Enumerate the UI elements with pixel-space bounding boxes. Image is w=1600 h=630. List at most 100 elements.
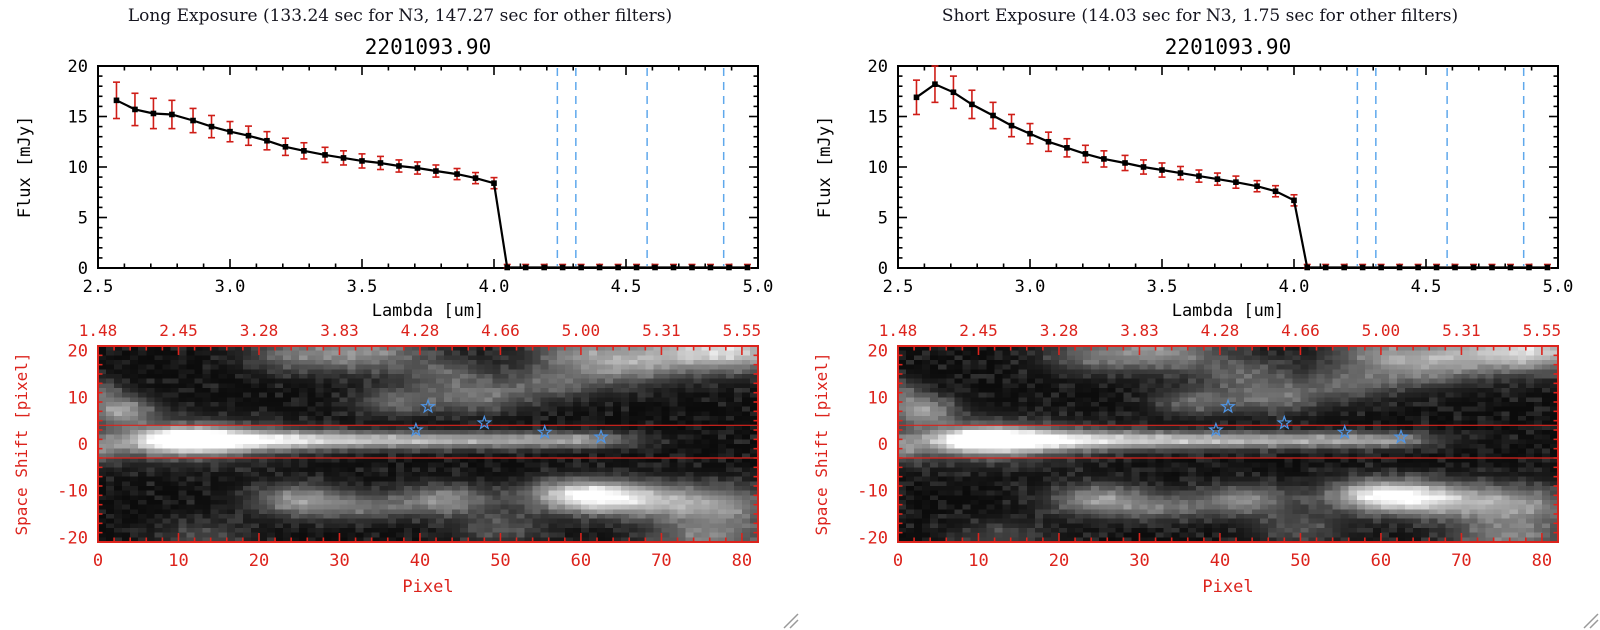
contaminant-star-marker <box>1207 421 1224 437</box>
svg-text:10: 10 <box>968 551 988 571</box>
svg-text:2.45: 2.45 <box>959 321 998 340</box>
svg-text:20: 20 <box>68 342 88 362</box>
svg-text:5: 5 <box>878 209 888 229</box>
svg-text:0: 0 <box>78 259 88 279</box>
svg-text:5.55: 5.55 <box>723 321 762 340</box>
panel-short-exposure: Short Exposure (14.03 sec for N3, 1.75 s… <box>800 0 1600 630</box>
svg-text:20: 20 <box>868 342 888 362</box>
svg-text:80: 80 <box>732 551 752 571</box>
svg-text:5.0: 5.0 <box>1543 277 1574 297</box>
svg-text:3.0: 3.0 <box>1015 277 1046 297</box>
svg-text:3.28: 3.28 <box>240 321 279 340</box>
svg-text:Lambda [um]: Lambda [um] <box>372 301 485 320</box>
svg-text:5.31: 5.31 <box>642 321 681 340</box>
svg-text:0: 0 <box>878 435 888 455</box>
svg-text:2.45: 2.45 <box>159 321 198 340</box>
svg-text:4.5: 4.5 <box>1411 277 1442 297</box>
spectrum-line <box>915 82 1548 269</box>
svg-text:10: 10 <box>868 388 888 408</box>
svg-text:2201093.90: 2201093.90 <box>1165 35 1291 59</box>
svg-text:4.5: 4.5 <box>611 277 642 297</box>
svg-text:3.83: 3.83 <box>1120 321 1159 340</box>
svg-text:80: 80 <box>1532 551 1552 571</box>
svg-text:5.00: 5.00 <box>1362 321 1401 340</box>
svg-text:Pixel: Pixel <box>402 577 453 597</box>
svg-text:Flux [mJy]: Flux [mJy] <box>815 116 835 218</box>
svg-text:Space Shift [pixel]: Space Shift [pixel] <box>12 352 31 535</box>
svg-text:3.5: 3.5 <box>347 277 378 297</box>
svg-text:3.83: 3.83 <box>320 321 359 340</box>
svg-text:60: 60 <box>571 551 591 571</box>
svg-text:4.28: 4.28 <box>1201 321 1240 340</box>
svg-text:4.0: 4.0 <box>1279 277 1310 297</box>
svg-text:10: 10 <box>68 388 88 408</box>
svg-text:70: 70 <box>651 551 671 571</box>
svg-text:1.48: 1.48 <box>79 321 118 340</box>
svg-text:30: 30 <box>1129 551 1149 571</box>
svg-text:-20: -20 <box>857 528 888 548</box>
contaminant-star-marker <box>476 414 493 430</box>
svg-text:5.00: 5.00 <box>562 321 601 340</box>
contaminant-star-marker <box>536 423 553 440</box>
svg-text:4.66: 4.66 <box>481 321 520 340</box>
svg-text:10: 10 <box>868 158 888 178</box>
resize-grip[interactable] <box>1579 609 1599 629</box>
svg-text:60: 60 <box>1371 551 1391 571</box>
svg-text:4.0: 4.0 <box>479 277 510 297</box>
svg-text:4.28: 4.28 <box>401 321 440 340</box>
contaminant-star-marker <box>407 421 424 437</box>
contaminant-star-marker <box>420 398 436 414</box>
spectral-image <box>98 346 758 542</box>
spectral-image <box>898 346 1558 542</box>
svg-text:20: 20 <box>1049 551 1069 571</box>
svg-text:0: 0 <box>78 435 88 455</box>
svg-text:Lambda [um]: Lambda [um] <box>1172 301 1285 320</box>
svg-text:2.5: 2.5 <box>883 277 914 297</box>
svg-text:3.28: 3.28 <box>1040 321 1079 340</box>
spectrum-plot: 2201093.90 2.5 3.0 3.5 4.0 4.5 5.0 0 5 10 15 20 Lamb… <box>15 35 774 320</box>
panel-header: Short Exposure (14.03 sec for N3, 1.75 s… <box>941 6 1459 26</box>
svg-text:Space Shift [pixel]: Space Shift [pixel] <box>812 352 831 535</box>
svg-text:3.0: 3.0 <box>215 277 246 297</box>
svg-text:20: 20 <box>249 551 269 571</box>
contaminant-star-marker <box>1336 423 1353 440</box>
svg-text:0: 0 <box>893 551 903 571</box>
svg-text:4.66: 4.66 <box>1281 321 1320 340</box>
svg-text:40: 40 <box>410 551 430 571</box>
svg-text:5.31: 5.31 <box>1442 321 1481 340</box>
svg-text:15: 15 <box>68 108 88 128</box>
svg-text:-10: -10 <box>857 482 888 502</box>
svg-text:5.0: 5.0 <box>743 277 774 297</box>
svg-text:50: 50 <box>1290 551 1310 571</box>
svg-text:2201093.90: 2201093.90 <box>365 35 491 59</box>
panel-long-exposure: Long Exposure (133.24 sec for N3, 147.27… <box>12 6 799 629</box>
svg-text:-10: -10 <box>57 482 88 502</box>
svg-text:15: 15 <box>868 108 888 128</box>
svg-text:0: 0 <box>93 551 103 571</box>
svg-text:Flux [mJy]: Flux [mJy] <box>15 116 35 218</box>
contaminant-star-marker <box>1220 398 1236 414</box>
contaminant-star-marker <box>1276 414 1293 430</box>
svg-text:10: 10 <box>168 551 188 571</box>
contaminant-star-marker <box>593 428 609 444</box>
svg-text:70: 70 <box>1451 551 1471 571</box>
spectral-image-plot: 1.48 2.45 3.28 3.83 4.28 4.66 5.00 5.31 5.55 0 10 2… <box>812 321 1562 597</box>
svg-text:0: 0 <box>878 259 888 279</box>
svg-text:30: 30 <box>329 551 349 571</box>
svg-text:-20: -20 <box>57 528 88 548</box>
svg-text:20: 20 <box>868 57 888 77</box>
resize-grip[interactable] <box>779 609 799 629</box>
svg-text:Pixel: Pixel <box>1202 577 1253 597</box>
panel-header: Long Exposure (133.24 sec for N3, 147.27… <box>127 6 673 26</box>
spectrum-plot: 2201093.90 2.5 3.0 3.5 4.0 4.5 5.0 0 5 10 15 20 Lamb… <box>815 35 1574 320</box>
svg-text:40: 40 <box>1210 551 1230 571</box>
svg-text:20: 20 <box>68 57 88 77</box>
svg-text:10: 10 <box>68 158 88 178</box>
svg-text:2.5: 2.5 <box>83 277 114 297</box>
svg-text:5.55: 5.55 <box>1523 321 1562 340</box>
svg-text:3.5: 3.5 <box>1147 277 1178 297</box>
contaminant-star-marker <box>1393 428 1409 444</box>
svg-text:50: 50 <box>490 551 510 571</box>
svg-text:5: 5 <box>78 209 88 229</box>
